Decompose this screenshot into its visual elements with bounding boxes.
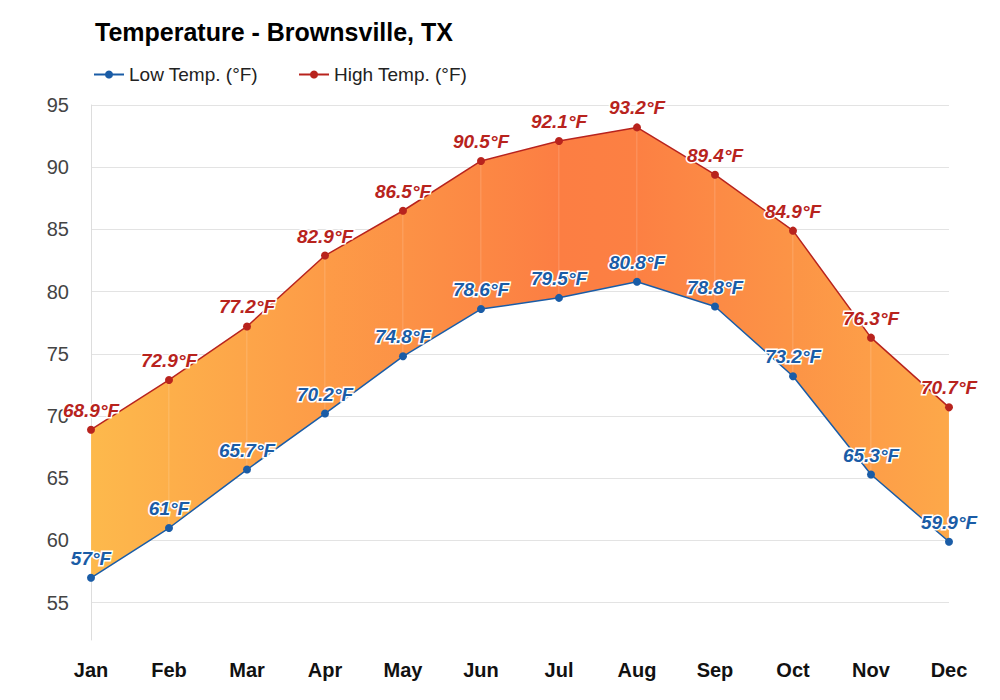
svg-text:92.1°F: 92.1°F [531, 111, 589, 132]
svg-text:55: 55 [47, 592, 69, 614]
svg-text:Aug: Aug [618, 659, 657, 681]
svg-text:Dec: Dec [931, 659, 968, 681]
svg-text:78.8°F: 78.8°F [687, 277, 745, 298]
svg-text:Feb: Feb [151, 659, 187, 681]
svg-text:Jan: Jan [74, 659, 108, 681]
svg-text:70.7°F: 70.7°F [921, 377, 979, 398]
svg-text:90: 90 [47, 156, 69, 178]
svg-text:May: May [384, 659, 424, 681]
svg-text:76.3°F: 76.3°F [843, 308, 901, 329]
svg-text:90.5°F: 90.5°F [453, 131, 511, 152]
svg-text:74.8°F: 74.8°F [375, 326, 433, 347]
svg-text:77.2°F: 77.2°F [219, 296, 277, 317]
svg-text:65.3°F: 65.3°F [843, 445, 901, 466]
svg-text:Temperature - Brownsville, TX: Temperature - Brownsville, TX [95, 18, 453, 46]
svg-text:Sep: Sep [697, 659, 734, 681]
svg-text:84.9°F: 84.9°F [765, 201, 823, 222]
svg-text:80.8°F: 80.8°F [609, 252, 667, 273]
svg-text:Jun: Jun [463, 659, 499, 681]
svg-text:75: 75 [47, 343, 69, 365]
svg-text:60: 60 [47, 529, 69, 551]
svg-text:Nov: Nov [852, 659, 891, 681]
svg-text:65.7°F: 65.7°F [219, 440, 277, 461]
svg-text:80: 80 [47, 281, 69, 303]
svg-text:Mar: Mar [229, 659, 265, 681]
svg-text:Oct: Oct [776, 659, 810, 681]
svg-text:68.9°F: 68.9°F [63, 400, 121, 421]
svg-text:61°F: 61°F [149, 498, 191, 519]
svg-text:70: 70 [46, 405, 69, 427]
svg-text:65: 65 [47, 467, 69, 489]
svg-text:57°F: 57°F [71, 548, 113, 569]
svg-text:79.5°F: 79.5°F [531, 268, 589, 289]
svg-text:72.9°F: 72.9°F [141, 350, 199, 371]
svg-text:93.2°F: 93.2°F [609, 97, 667, 118]
svg-text:High Temp. (°F): High Temp. (°F) [334, 64, 467, 85]
svg-text:Apr: Apr [308, 659, 343, 681]
svg-text:95: 95 [47, 94, 69, 116]
svg-text:59.9°F: 59.9°F [921, 512, 979, 533]
svg-text:70.2°F: 70.2°F [297, 384, 355, 405]
svg-text:85: 85 [47, 218, 69, 240]
svg-text:78.6°F: 78.6°F [453, 279, 511, 300]
svg-text:82.9°F: 82.9°F [297, 226, 355, 247]
svg-text:89.4°F: 89.4°F [687, 145, 745, 166]
svg-text:Jul: Jul [545, 659, 574, 681]
svg-text:Low Temp. (°F): Low Temp. (°F) [129, 64, 258, 85]
svg-text:86.5°F: 86.5°F [375, 181, 433, 202]
svg-text:73.2°F: 73.2°F [765, 346, 823, 367]
